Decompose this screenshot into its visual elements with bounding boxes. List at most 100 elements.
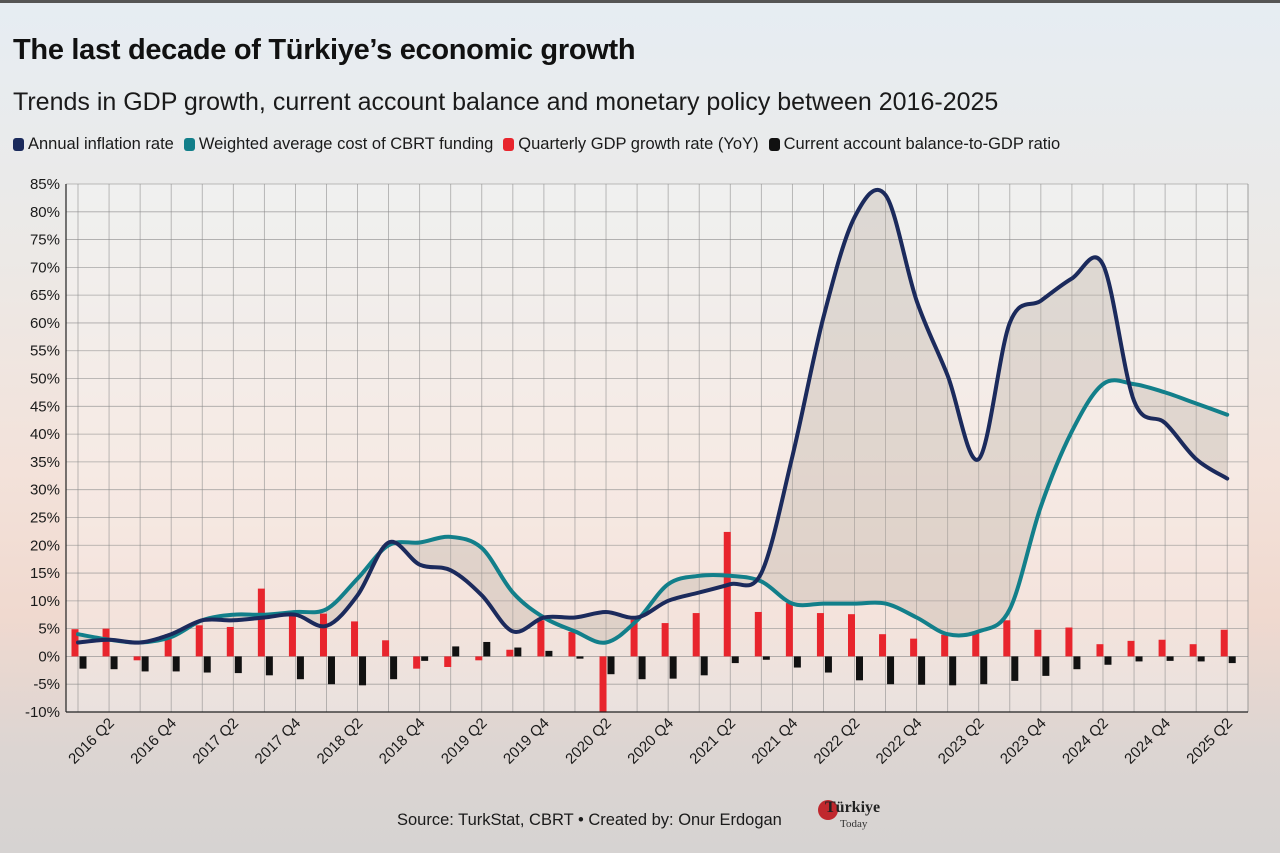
- gdp-growth-bar: [1189, 644, 1197, 657]
- chart-subtitle: Trends in GDP growth, current account ba…: [13, 88, 999, 116]
- current-account-bar: [731, 656, 739, 664]
- current-account-bar: [421, 656, 429, 661]
- current-account-bar: [327, 656, 335, 685]
- x-tick-label: 2019 Q4: [500, 715, 553, 768]
- y-tick-label: 35%: [30, 454, 60, 471]
- y-tick-label: 10%: [30, 593, 60, 610]
- y-tick-label: 0%: [38, 648, 60, 665]
- current-account-bar: [887, 656, 895, 685]
- current-account-bar: [1135, 656, 1143, 662]
- legend-swatch-cbrt-funding: [183, 138, 195, 151]
- x-tick-label: 2016 Q4: [127, 715, 180, 768]
- current-account-bar: [949, 656, 957, 686]
- gdp-growth-bar: [195, 625, 203, 657]
- y-tick-label: 45%: [30, 398, 60, 415]
- x-tick-label: 2021 Q4: [748, 715, 801, 768]
- turkiye-today-logo: Türkiye Today: [818, 797, 888, 837]
- legend-label-current-account: Current account balance-to-GDP ratio: [783, 135, 1061, 153]
- inflation-funding-gap-area: [78, 189, 1228, 643]
- legend-swatch-current-account: [768, 138, 780, 151]
- y-tick-label: 55%: [30, 343, 60, 360]
- gdp-growth-bar: [661, 623, 669, 657]
- gdp-growth-bar: [816, 613, 824, 657]
- legend-item-current-account: Current account balance-to-GDP ratio: [768, 135, 1061, 154]
- current-account-bar: [980, 656, 988, 685]
- legend-item-cbrt-funding: Weighted average cost of CBRT funding: [183, 135, 493, 154]
- y-tick-label: 30%: [30, 482, 60, 499]
- gdp-growth-bar: [1096, 644, 1104, 657]
- lines: [76, 187, 1230, 645]
- gap-shading: [78, 189, 1228, 643]
- gdp-growth-bar: [692, 613, 700, 657]
- inflation-line: [76, 187, 1230, 645]
- source-note: Source: TurkStat, CBRT • Created by: Onu…: [397, 811, 782, 829]
- x-tick-label: 2018 Q2: [314, 715, 367, 768]
- top-border: [0, 0, 1280, 3]
- x-tick-label: 2025 Q2: [1183, 715, 1236, 768]
- current-account-bar: [1197, 656, 1205, 662]
- y-tick-label: 20%: [30, 537, 60, 554]
- current-account-bar: [669, 656, 677, 679]
- logo-subtext: Today: [840, 818, 868, 830]
- x-tick-label: 2020 Q2: [562, 715, 615, 768]
- gdp-growth-bar: [1065, 627, 1073, 657]
- gdp-growth-bar: [910, 638, 918, 657]
- gdp-growth-bar: [351, 621, 359, 657]
- gdp-growth-bar: [848, 614, 855, 657]
- current-account-bar: [234, 656, 242, 674]
- axes: [65, 184, 1248, 713]
- gdp-growth-bar: [382, 640, 390, 657]
- current-account-bar: [79, 656, 87, 669]
- gdp-growth-bar: [754, 611, 762, 657]
- current-account-bar: [793, 656, 801, 668]
- current-account-bar: [918, 656, 926, 685]
- logo-disc-icon: [818, 800, 838, 820]
- x-tick-label: 2023 Q4: [997, 715, 1050, 768]
- y-tick-label: 70%: [30, 259, 60, 276]
- gdp-growth-bar: [1127, 640, 1135, 657]
- y-tick-label: 80%: [30, 204, 60, 221]
- y-tick-label: 65%: [30, 287, 60, 304]
- legend-swatch-gdp-growth: [503, 138, 515, 151]
- current-account-bar: [856, 656, 863, 681]
- x-tick-label: 2023 Q2: [935, 715, 988, 768]
- legend-label-gdp-growth: Quarterly GDP growth rate (YoY): [518, 135, 759, 153]
- current-account-bar: [265, 656, 273, 676]
- current-account-bar: [452, 646, 460, 657]
- gdp-growth-bar: [1158, 639, 1166, 657]
- x-tick-label: 2019 Q2: [438, 715, 491, 768]
- y-tick-label: 40%: [30, 426, 60, 443]
- current-account-bar: [1011, 656, 1019, 681]
- gdp-growth-bar: [71, 629, 79, 657]
- current-account-bar: [1073, 656, 1081, 670]
- current-account-bar: [576, 656, 584, 659]
- current-account-bar: [483, 641, 491, 657]
- current-account-bar: [514, 647, 522, 657]
- gdp-growth-bar: [879, 634, 887, 657]
- cbrt-funding-line: [76, 378, 1230, 645]
- gdp-growth-bar: [972, 631, 980, 657]
- gdp-growth-bar: [1003, 620, 1011, 657]
- bars: [71, 531, 1236, 713]
- y-tick-label: 5%: [38, 621, 60, 638]
- current-account-bar: [1166, 656, 1174, 661]
- chart-title: The last decade of Türkiye’s economic gr…: [13, 34, 636, 66]
- current-account-bar: [1228, 656, 1236, 664]
- gdp-growth-bar: [941, 634, 949, 657]
- y-tick-label: 60%: [30, 315, 60, 332]
- current-account-bar: [700, 656, 708, 676]
- gdp-growth-bar: [102, 628, 110, 657]
- gdp-growth-bar: [444, 656, 452, 667]
- current-account-bar: [638, 656, 646, 680]
- gdp-growth-bar: [164, 634, 172, 657]
- gdp-growth-bar: [1220, 629, 1228, 657]
- gdp-growth-bar: [506, 649, 514, 657]
- current-account-bar: [762, 656, 770, 660]
- x-tick-labels: 2016 Q2 2016 Q4 2017 Q2 2017 Q4 2018 Q2 2018 …: [65, 715, 1236, 768]
- x-tick-label: 2018 Q4: [376, 715, 429, 768]
- x-tick-label: 2022 Q4: [873, 715, 926, 768]
- y-tick-label: 25%: [30, 509, 60, 526]
- gdp-growth-bar: [133, 656, 141, 661]
- gdp-growth-bar: [599, 656, 607, 713]
- current-account-bar: [296, 656, 304, 680]
